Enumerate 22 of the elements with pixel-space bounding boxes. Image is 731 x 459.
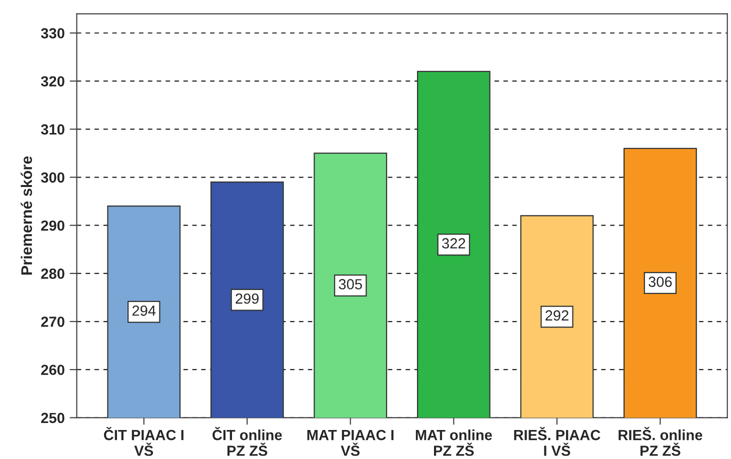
y-tick-label: 330 — [40, 28, 64, 38]
y-tick-label: 300 — [40, 172, 64, 183]
x-tick-label: ČIT online PZ ZŠ — [212, 427, 282, 456]
y-tick-label: 310 — [40, 124, 64, 135]
data-label: 292 — [546, 310, 568, 321]
data-label: 305 — [338, 279, 362, 290]
data-label: 299 — [236, 293, 259, 304]
y-tick-label: 270 — [41, 316, 64, 327]
x-tick-label: MAT PIAAC I VŠ — [307, 430, 394, 456]
y-axis-title: Priemerné skóre — [20, 156, 32, 275]
data-label: 306 — [648, 276, 672, 287]
y-tick-label: 260 — [41, 364, 64, 376]
x-tick-label: RIEŠ. online PZ ZŠ — [618, 427, 702, 456]
y-tick-label: 250 — [41, 412, 64, 424]
x-tick-label: ČIT PIAAC I VŠ — [104, 427, 184, 456]
y-tick-label: 290 — [41, 220, 64, 231]
y-tick-label: 320 — [40, 76, 64, 87]
y-tick-label: 280 — [41, 268, 64, 279]
x-tick-label: MAT online PZ ZŠ — [416, 429, 492, 456]
x-tick-label: RIEŠ. PIAAC I VŠ — [514, 427, 600, 456]
data-label: 294 — [132, 305, 156, 316]
data-label: 322 — [442, 238, 466, 248]
